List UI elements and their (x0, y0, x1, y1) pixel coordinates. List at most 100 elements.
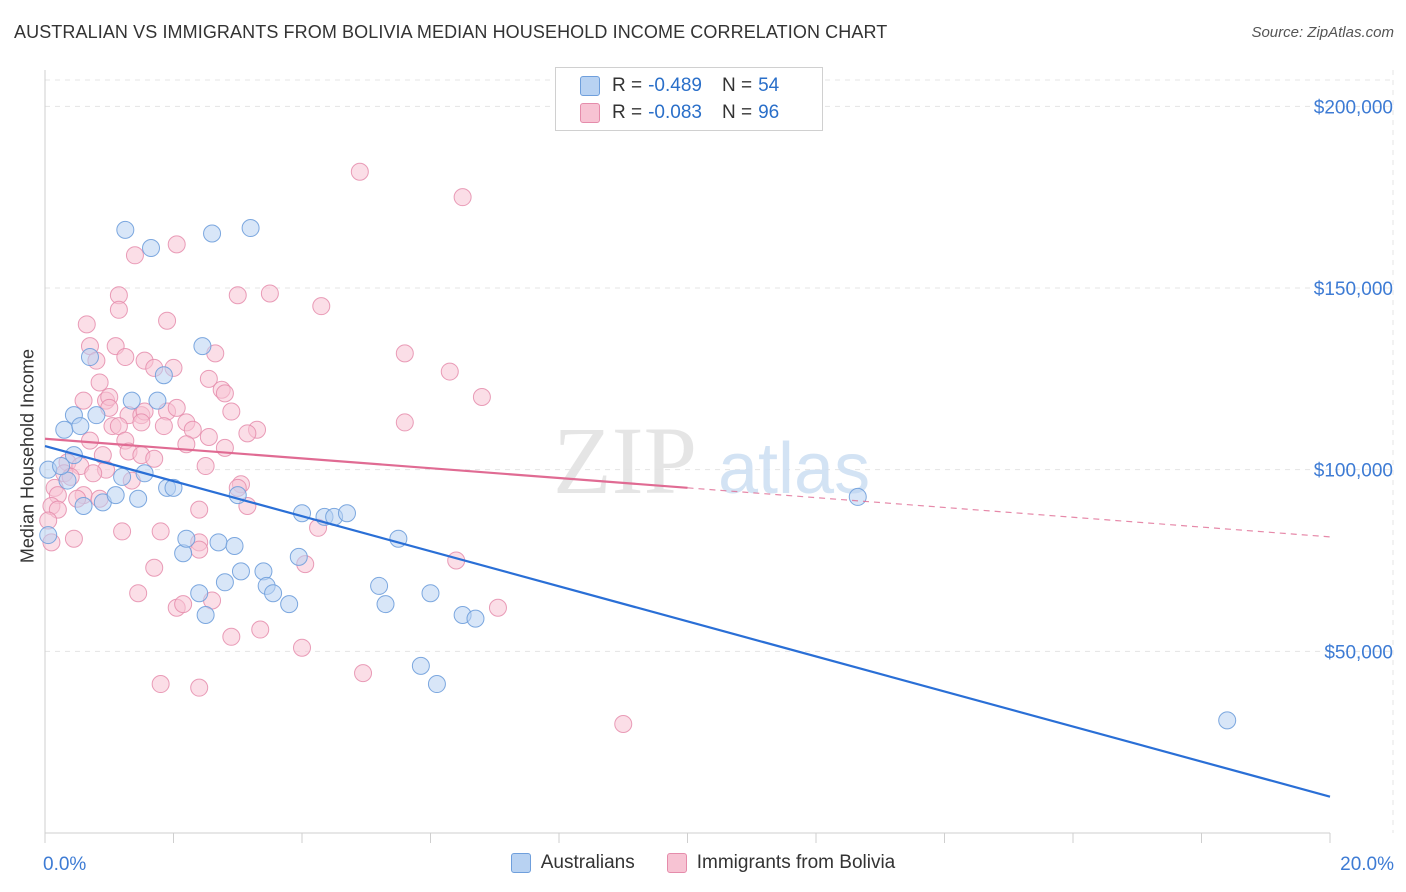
data-point-australians (231, 562, 250, 581)
data-point-bolivia (440, 362, 459, 381)
source-label: Source: ZipAtlas.com (1251, 24, 1394, 41)
series-legend-bolivia[interactable]: Immigrants from Bolivia (666, 852, 895, 874)
data-point-bolivia (293, 638, 311, 657)
watermark: ZIP atlas (553, 407, 870, 514)
data-point-australians (411, 656, 430, 675)
data-point-australians (196, 606, 215, 624)
data-point-australians (113, 467, 132, 486)
data-point-australians (52, 457, 71, 476)
data-point-bolivia (350, 162, 369, 181)
data-point-australians (154, 366, 173, 385)
legend-n-label: N = (721, 102, 753, 123)
trend-lines (44, 437, 1331, 798)
trendline-bolivia-extension (687, 487, 1331, 538)
points-bolivia (39, 162, 633, 733)
y-tick-label: $200,000 (1314, 97, 1393, 118)
data-point-australians (264, 584, 283, 603)
data-point-bolivia (260, 284, 279, 303)
series-legend-australians[interactable]: Australians (510, 852, 635, 874)
axes (44, 70, 1331, 843)
watermark-zip: ZIP (553, 407, 697, 514)
y-tick-label: $150,000 (1314, 279, 1393, 300)
y-tick-label: $100,000 (1314, 461, 1393, 482)
data-point-australians (80, 348, 99, 367)
data-point-bolivia (64, 529, 83, 548)
data-point-bolivia (80, 431, 99, 450)
data-point-australians (129, 489, 148, 508)
series-legend: Australians Immigrants from Bolivia (0, 852, 1406, 874)
data-point-bolivia (196, 457, 215, 476)
data-point-bolivia (251, 620, 270, 639)
data-point-bolivia (222, 627, 241, 646)
legend-row-australians: R = -0.489 N = 54 (580, 74, 779, 98)
data-point-australians (148, 391, 167, 410)
data-point-australians (122, 391, 141, 410)
data-point-bolivia (312, 297, 331, 316)
data-point-australians (39, 526, 58, 545)
data-point-australians (427, 675, 446, 694)
data-point-bolivia (151, 522, 170, 541)
data-point-bolivia (167, 398, 186, 417)
legend-r-label: R = (612, 75, 643, 96)
data-point-australians (209, 533, 228, 552)
data-point-bolivia (129, 584, 148, 603)
data-point-bolivia (74, 391, 93, 410)
y-axis-label: Median Household Income (17, 348, 38, 564)
legend-row-bolivia: R = -0.083 N = 96 (580, 101, 779, 125)
data-point-australians (376, 595, 395, 614)
data-point-bolivia (154, 417, 173, 436)
data-point-bolivia (151, 675, 170, 694)
legend-r-label: R = (612, 102, 643, 123)
series-swatch-blue (510, 853, 531, 873)
data-point-australians (848, 487, 867, 506)
data-point-australians (289, 547, 308, 566)
tick-labels: $50,000 $100,000 $150,000 $200,000 0.0% 20.0% (43, 97, 1394, 875)
data-point-bolivia (228, 286, 247, 305)
legend-r-value: -0.083 (648, 102, 702, 123)
data-point-bolivia (395, 344, 414, 363)
data-point-bolivia (109, 300, 128, 319)
data-point-bolivia (222, 402, 241, 421)
data-point-australians (215, 573, 234, 592)
legend-n-value: 96 (758, 102, 780, 123)
data-point-bolivia (190, 500, 209, 519)
data-point-australians (293, 504, 311, 523)
data-point-australians (164, 478, 183, 497)
data-point-bolivia (614, 715, 633, 733)
data-point-bolivia (84, 464, 103, 483)
data-point-australians (193, 337, 212, 356)
data-point-bolivia (472, 388, 491, 406)
x-tick-label: 0.0% (43, 854, 86, 875)
data-point-australians (74, 497, 93, 515)
trendline-australians (44, 444, 1331, 798)
legend-r-value: -0.489 (648, 75, 702, 96)
points-australians (39, 219, 1237, 730)
data-point-australians (1218, 711, 1237, 730)
legend-swatch-pink (580, 103, 600, 123)
legend-swatch-blue (580, 76, 600, 96)
data-point-australians (174, 544, 193, 563)
data-point-bolivia (190, 678, 209, 697)
data-point-australians (190, 584, 209, 603)
data-point-bolivia (116, 348, 135, 367)
data-point-australians (116, 220, 135, 239)
data-point-bolivia (453, 188, 472, 207)
data-point-australians (203, 224, 222, 243)
data-point-australians (254, 562, 273, 581)
data-point-australians (142, 239, 161, 258)
x-tick-label: 20.0% (1340, 854, 1394, 875)
data-point-australians (370, 576, 389, 595)
data-point-bolivia (199, 369, 218, 388)
trendline-bolivia (44, 437, 688, 489)
data-point-bolivia (215, 384, 234, 403)
data-point-bolivia (167, 235, 186, 254)
data-point-australians (337, 504, 356, 523)
series-label: Australians (540, 852, 635, 873)
data-point-bolivia (132, 413, 151, 432)
data-point-bolivia (77, 315, 96, 334)
chart-title: AUSTRALIAN VS IMMIGRANTS FROM BOLIVIA ME… (14, 22, 888, 42)
data-point-australians (225, 536, 244, 555)
data-point-australians (280, 595, 299, 614)
series-swatch-pink (666, 853, 687, 873)
